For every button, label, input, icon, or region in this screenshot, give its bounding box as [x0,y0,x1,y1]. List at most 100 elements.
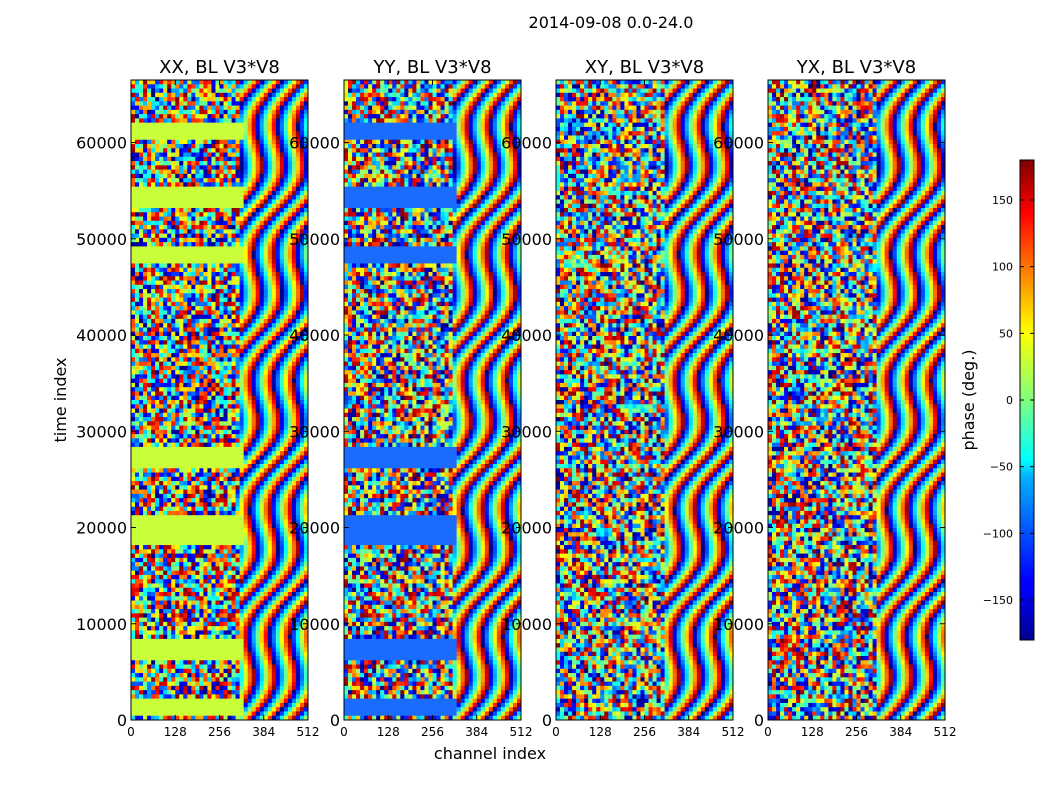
heatmap-cell [175,426,179,431]
heatmap-cell [167,537,171,542]
heatmap-cell [260,276,264,281]
heatmap-cell [252,114,256,119]
heatmap-cell [159,345,163,350]
heatmap-cell [167,383,171,388]
heatmap-cell [203,289,207,294]
heatmap-cell [280,409,284,414]
heatmap-cell [143,263,147,268]
heatmap-cell [256,370,260,375]
heatmap-cell [300,268,304,273]
heatmap-cell [240,379,244,384]
heatmap-cell [264,285,268,290]
heatmap-cell [199,515,203,520]
heatmap-cell [244,217,248,222]
heatmap-cell [228,225,232,230]
heatmap-cell [248,242,252,247]
heatmap-cell [240,153,244,158]
heatmap-cell [183,178,187,183]
heatmap-cell [187,285,191,290]
heatmap-cell [236,353,240,358]
heatmap-cell [284,460,288,465]
heatmap-cell [296,468,300,473]
heatmap-cell [284,251,288,256]
heatmap-cell [187,396,191,401]
heatmap-cell [264,118,268,123]
heatmap-cell [139,455,143,460]
heatmap-cell [199,498,203,503]
heatmap-cell [268,285,272,290]
heatmap-cell [268,438,272,443]
heatmap-cell [292,447,296,452]
heatmap-cell [135,251,139,256]
heatmap-cell [143,123,147,128]
heatmap-cell [288,182,292,187]
heatmap-cell [232,178,236,183]
heatmap-cell [244,306,248,311]
heatmap-cell [159,178,163,183]
heatmap-cell [207,178,211,183]
heatmap-cell [256,97,260,102]
heatmap-cell [131,106,135,111]
heatmap-cell [139,549,143,554]
heatmap-cell [268,135,272,140]
heatmap-cell [211,336,215,341]
heatmap-cell [215,212,219,217]
heatmap-cell [292,217,296,222]
heatmap-cell [232,362,236,367]
heatmap-cell [268,204,272,209]
heatmap-cell [292,293,296,298]
heatmap-cell [300,97,304,102]
heatmap-cell [171,494,175,499]
heatmap-cell [280,298,284,303]
heatmap-cell [183,251,187,256]
heatmap-cell [256,191,260,196]
heatmap-cell [236,426,240,431]
heatmap-cell [187,558,191,563]
heatmap-cell [252,246,256,251]
heatmap-cell [288,464,292,469]
heatmap-cell [276,541,280,546]
heatmap-cell [207,537,211,542]
heatmap-cell [207,498,211,503]
heatmap-cell [167,447,171,452]
heatmap-cell [139,293,143,298]
heatmap-cell [215,259,219,264]
heatmap-cell [288,413,292,418]
heatmap-cell [284,289,288,294]
heatmap-cell [244,263,248,268]
heatmap-cell [292,89,296,94]
heatmap-cell [232,554,236,559]
heatmap-cell [211,161,215,166]
heatmap-cell [139,545,143,550]
heatmap-cell [292,485,296,490]
heatmap-cell [228,417,232,422]
heatmap-cell [288,391,292,396]
heatmap-cell [191,187,195,192]
heatmap-cell [272,524,276,529]
heatmap-cell [155,519,159,524]
heatmap-cell [147,541,151,546]
heatmap-cell [292,289,296,294]
heatmap-cell [199,519,203,524]
heatmap-cell [159,477,163,482]
heatmap-cell [195,131,199,136]
heatmap-cell [199,289,203,294]
heatmap-cell [159,421,163,426]
heatmap-cell [300,80,304,85]
heatmap-cell [244,417,248,422]
heatmap-cell [151,362,155,367]
heatmap-cell [284,242,288,247]
heatmap-cell [224,259,228,264]
heatmap-cell [288,409,292,414]
heatmap-cell [207,524,211,529]
heatmap-cell [256,199,260,204]
heatmap-cell [248,97,252,102]
heatmap-cell [171,110,175,115]
heatmap-cell [215,443,219,448]
heatmap-cell [268,336,272,341]
heatmap-cell [236,515,240,520]
heatmap-cell [131,507,135,512]
heatmap-cell [131,340,135,345]
heatmap-cell [244,221,248,226]
heatmap-cell [143,84,147,89]
